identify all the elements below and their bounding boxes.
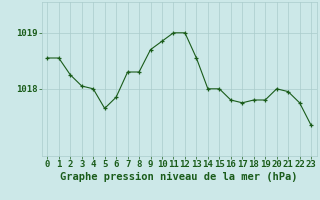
X-axis label: Graphe pression niveau de la mer (hPa): Graphe pression niveau de la mer (hPa)	[60, 172, 298, 182]
